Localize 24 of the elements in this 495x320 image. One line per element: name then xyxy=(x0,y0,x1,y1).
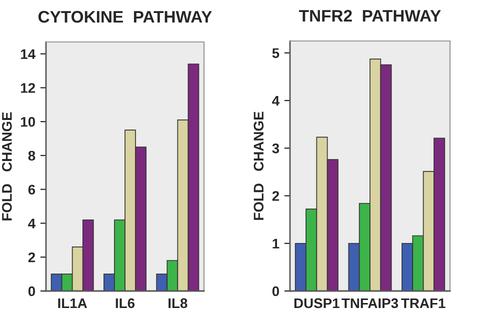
x-tick-label: TNFAIP3 xyxy=(342,298,398,308)
x-tick-label: IL8 xyxy=(168,298,188,308)
y-tick-label: 3 xyxy=(272,143,280,154)
y-tick-label: 8 xyxy=(28,150,36,161)
chart-title: CYTOKINE PATHWAY xyxy=(38,10,212,23)
chart-title: TNFR2 PATHWAY xyxy=(299,10,441,22)
y-axis-title: FOLD CHANGE xyxy=(2,112,12,220)
x-tick-label: IL6 xyxy=(116,298,135,308)
y-tick-label: 5 xyxy=(272,48,280,58)
y-tick-label: 0 xyxy=(28,286,36,296)
y-tick-label: 0 xyxy=(272,286,280,296)
x-tick-label: TRAF1 xyxy=(401,298,446,308)
y-tick-label: 4 xyxy=(28,218,36,228)
y-axis-title: FOLD CHANGE xyxy=(254,112,264,220)
x-tick-label: IL1A xyxy=(58,298,88,308)
y-tick-label: 12 xyxy=(21,83,36,93)
y-tick-label: 6 xyxy=(28,184,36,195)
y-tick-label: 2 xyxy=(28,252,36,262)
y-tick-label: 4 xyxy=(272,96,280,106)
y-tick-label: 1 xyxy=(272,238,280,248)
y-tick-label: 2 xyxy=(272,191,280,201)
x-tick-label: DUSP1 xyxy=(294,298,340,308)
y-tick-label: 14 xyxy=(21,49,36,59)
y-tick-label: 10 xyxy=(21,116,36,127)
